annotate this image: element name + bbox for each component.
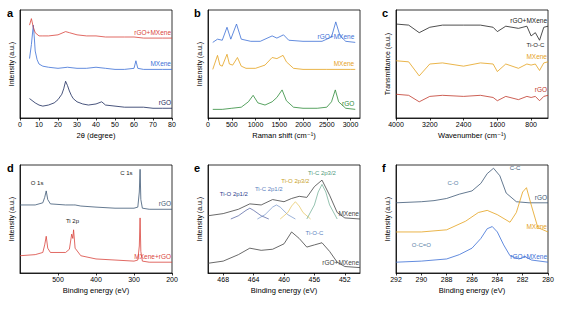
svg-text:rGO: rGO	[535, 194, 547, 201]
svg-text:280: 280	[542, 276, 554, 283]
svg-text:Intensity (a.u.): Intensity (a.u.)	[196, 42, 204, 86]
svg-text:rGO+MXene: rGO+MXene	[510, 253, 547, 260]
svg-text:f: f	[382, 162, 386, 174]
svg-text:40: 40	[92, 121, 100, 128]
svg-text:200: 200	[166, 276, 178, 283]
svg-text:3200: 3200	[422, 121, 438, 128]
svg-text:b: b	[194, 7, 201, 19]
svg-text:1600: 1600	[490, 121, 506, 128]
svg-text:Intensity (a.u.): Intensity (a.u.)	[8, 197, 16, 241]
svg-text:0: 0	[206, 121, 210, 128]
svg-text:Ti-O 2p1/2: Ti-O 2p1/2	[220, 191, 249, 197]
svg-text:Raman shift (cm⁻¹): Raman shift (cm⁻¹)	[252, 131, 316, 140]
svg-text:Ti-C 2p1/2: Ti-C 2p1/2	[255, 186, 283, 192]
svg-text:400: 400	[90, 276, 102, 283]
svg-text:c: c	[382, 7, 388, 19]
svg-text:rGO: rGO	[535, 86, 547, 93]
svg-text:500: 500	[226, 121, 238, 128]
svg-text:O-C=O: O-C=O	[412, 242, 432, 248]
svg-text:468: 468	[217, 276, 229, 283]
svg-text:MXene+rGO: MXene+rGO	[134, 253, 171, 260]
svg-text:1500: 1500	[271, 121, 287, 128]
svg-text:50: 50	[111, 121, 119, 128]
svg-text:500: 500	[52, 276, 64, 283]
svg-text:Binding energy (eV): Binding energy (eV)	[251, 286, 318, 295]
svg-text:10: 10	[35, 121, 43, 128]
svg-text:452: 452	[339, 276, 351, 283]
svg-text:MXene: MXene	[150, 60, 171, 67]
svg-text:rGO+MXene: rGO+MXene	[322, 259, 359, 266]
svg-text:Intensity (a.u.): Intensity (a.u.)	[196, 197, 204, 241]
svg-text:290: 290	[415, 276, 427, 283]
svg-text:288: 288	[441, 276, 453, 283]
svg-text:4000: 4000	[388, 121, 404, 128]
svg-text:Ti-O-C: Ti-O-C	[526, 42, 544, 48]
svg-text:rGO: rGO	[342, 100, 354, 107]
svg-text:2400: 2400	[456, 121, 472, 128]
svg-text:Ti-O-C: Ti-O-C	[306, 230, 324, 236]
svg-text:Intensity (a.u.): Intensity (a.u.)	[8, 42, 16, 86]
svg-text:Ti-O 2p3/2: Ti-O 2p3/2	[281, 178, 310, 184]
svg-text:300: 300	[128, 276, 140, 283]
svg-text:0: 0	[18, 121, 22, 128]
svg-text:MXene: MXene	[338, 210, 359, 217]
svg-text:e: e	[194, 162, 200, 174]
svg-text:rGO: rGO	[159, 99, 171, 106]
svg-text:d: d	[7, 162, 14, 174]
svg-text:292: 292	[390, 276, 402, 283]
svg-text:rGO+MXene: rGO+MXene	[134, 29, 171, 36]
svg-text:Wavenumber (cm⁻¹): Wavenumber (cm⁻¹)	[438, 131, 506, 140]
svg-text:O 1s: O 1s	[31, 180, 44, 186]
svg-text:1000: 1000	[248, 121, 264, 128]
svg-text:464: 464	[248, 276, 260, 283]
svg-text:460: 460	[278, 276, 290, 283]
svg-text:C-O: C-O	[448, 180, 459, 186]
svg-text:2θ (degree): 2θ (degree)	[77, 131, 116, 140]
svg-text:MXene: MXene	[334, 60, 355, 67]
svg-text:80: 80	[168, 121, 176, 128]
svg-text:60: 60	[130, 121, 138, 128]
svg-text:Ti 2p: Ti 2p	[66, 218, 80, 224]
svg-text:rGO+MXene: rGO+MXene	[318, 33, 355, 40]
svg-text:456: 456	[309, 276, 321, 283]
svg-text:a: a	[7, 7, 14, 19]
svg-text:C-C: C-C	[510, 165, 521, 171]
svg-text:70: 70	[149, 121, 157, 128]
svg-text:C 1s: C 1s	[120, 170, 132, 176]
svg-text:Binding energy (eV): Binding energy (eV)	[439, 286, 506, 295]
svg-text:2500: 2500	[319, 121, 335, 128]
svg-text:rGO: rGO	[159, 200, 171, 207]
svg-text:282: 282	[517, 276, 529, 283]
svg-text:MXene: MXene	[526, 53, 547, 60]
svg-text:MXene: MXene	[526, 223, 547, 230]
svg-text:Binding energy (eV): Binding energy (eV)	[63, 286, 130, 295]
svg-text:2000: 2000	[295, 121, 311, 128]
svg-text:3000: 3000	[343, 121, 359, 128]
svg-text:800: 800	[525, 121, 537, 128]
svg-text:rGO+MXene: rGO+MXene	[510, 17, 547, 24]
svg-text:284: 284	[491, 276, 503, 283]
svg-text:30: 30	[73, 121, 81, 128]
svg-text:Intensity (a.u.): Intensity (a.u.)	[384, 197, 392, 241]
svg-text:Transmittance (a.u.): Transmittance (a.u.)	[384, 33, 392, 95]
svg-text:20: 20	[54, 121, 62, 128]
svg-text:Ti-C 2p3/2: Ti-C 2p3/2	[308, 170, 336, 176]
svg-text:286: 286	[466, 276, 478, 283]
